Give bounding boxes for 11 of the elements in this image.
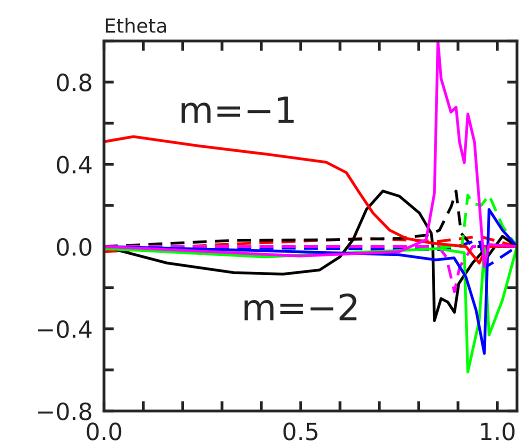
x-tick-label: 0.5 (283, 422, 318, 440)
x-tick-label: 0.0 (86, 422, 122, 440)
y-tick-label: −0.8 (38, 402, 92, 420)
y-tick-label: −0.4 (38, 320, 92, 338)
chart-title: Etheta (106, 18, 166, 33)
annotation: m=−1 (182, 96, 294, 123)
y-tick-label: 0.4 (56, 156, 92, 174)
annotation: m=−2 (244, 293, 356, 320)
x-tick-label: 1.0 (481, 422, 515, 440)
y-tick-label: 0.0 (56, 238, 92, 256)
y-tick-label: 0.8 (56, 74, 92, 92)
